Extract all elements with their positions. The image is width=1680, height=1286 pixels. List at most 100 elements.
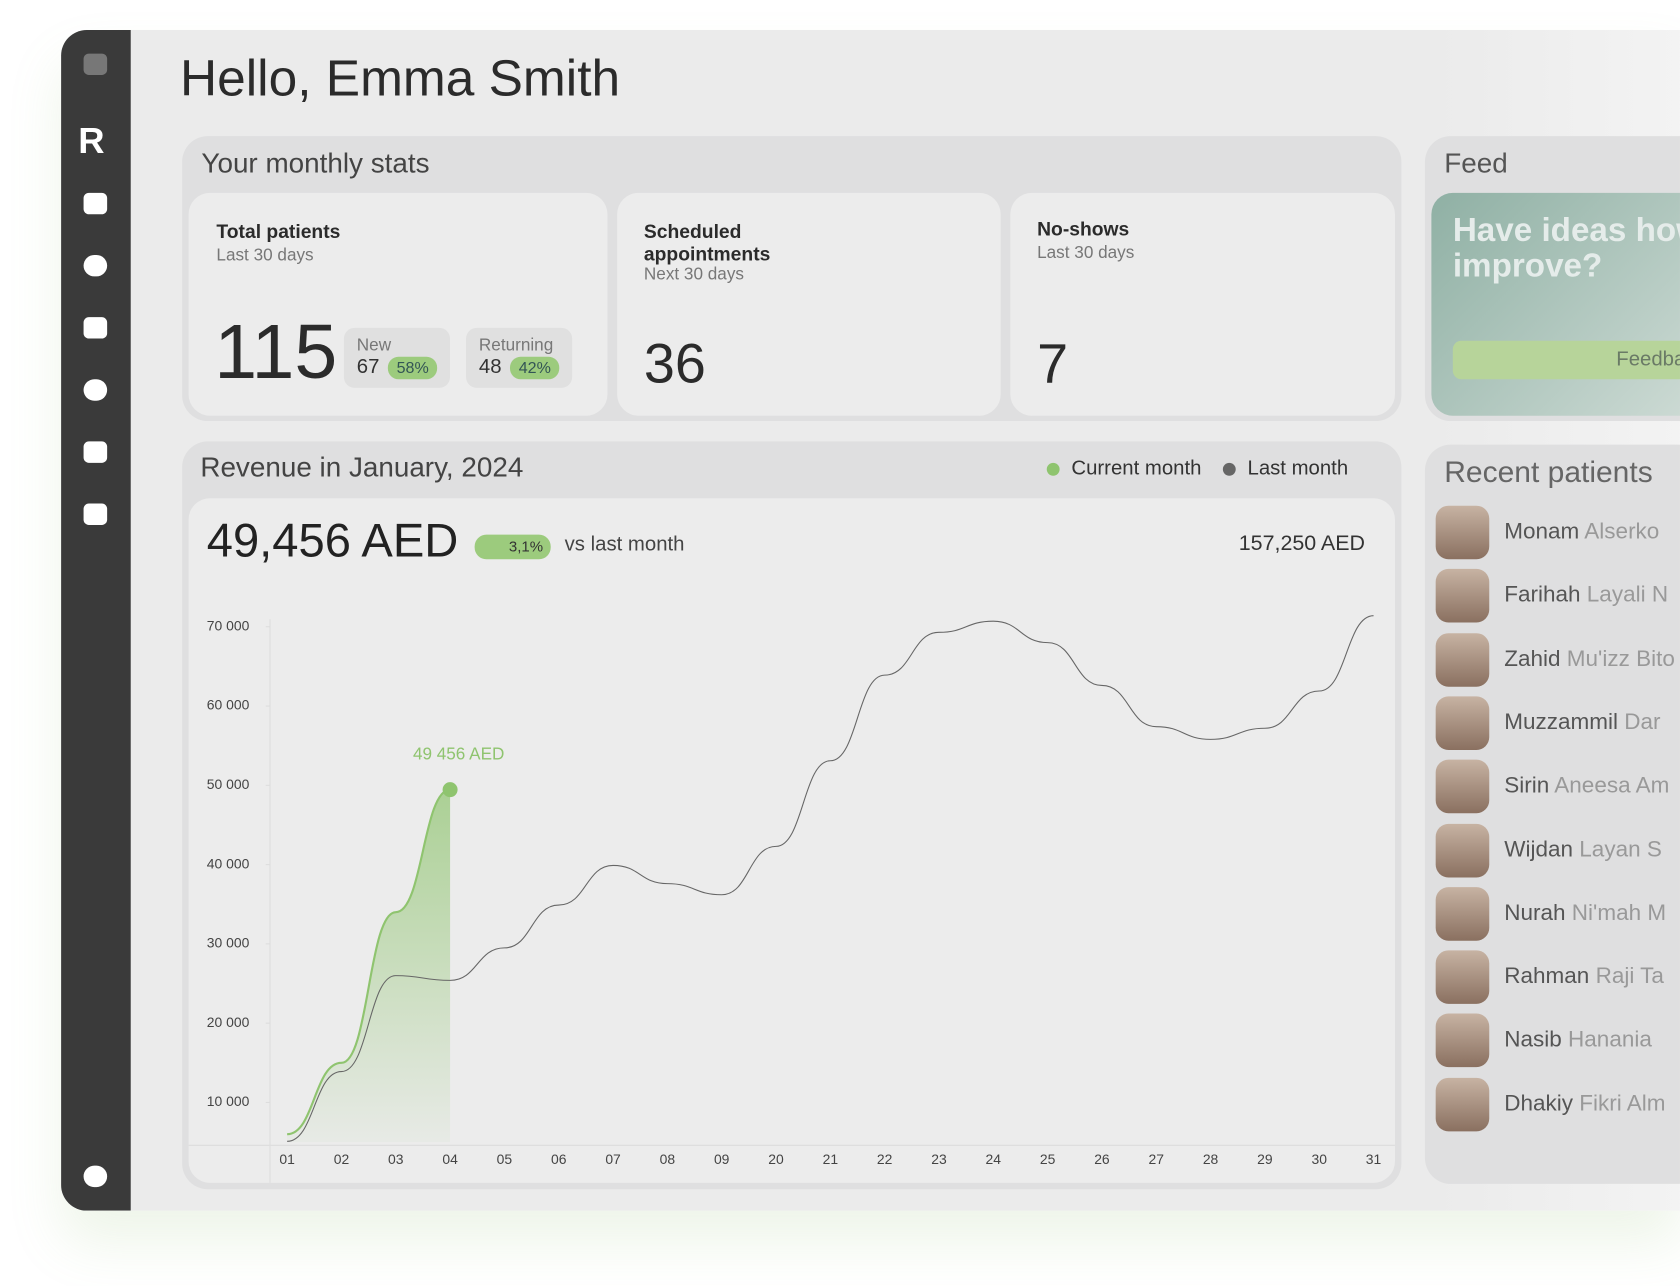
legend-label: Last month	[1248, 458, 1349, 480]
logo[interactable]: R	[78, 121, 105, 162]
last-name: Layan S	[1579, 836, 1662, 862]
last-name: Alserko	[1584, 519, 1660, 544]
avatar	[1435, 696, 1490, 750]
first-name: Nurah	[1504, 900, 1566, 925]
x-tick-label: 09	[714, 1151, 730, 1167]
stats-title: Your monthly stats	[201, 146, 430, 179]
feed-card: Have ideas how to improve? Feedback	[1431, 192, 1680, 416]
patients-title: Recent patients	[1444, 455, 1653, 489]
feed-title: Feed	[1444, 146, 1508, 179]
patient-row[interactable]: Monam Alserko	[1435, 505, 1680, 566]
patient-row[interactable]: Dhakiy Fikri Alm	[1435, 1077, 1680, 1137]
x-tick-label: 23	[931, 1151, 947, 1167]
card-title: No-shows	[1037, 218, 1130, 240]
first-name: Farihah	[1504, 582, 1581, 608]
last-name: Fikri Alm	[1579, 1090, 1666, 1116]
home-icon[interactable]	[83, 192, 108, 215]
share: 42%	[510, 356, 560, 380]
x-tick-label: 24	[986, 1151, 1002, 1167]
value: 67	[356, 355, 380, 379]
last-name: Layali N	[1586, 582, 1669, 608]
first-name: Muzzammil	[1504, 709, 1618, 735]
revenue-panel	[182, 441, 1402, 1190]
scheduled-card: Scheduled appointments Next 30 days 36	[617, 192, 1001, 416]
patient-row[interactable]: Rahman Raji Ta	[1435, 950, 1680, 1010]
first-name: Dhakiy	[1504, 1090, 1574, 1116]
avatar	[1435, 505, 1490, 560]
toggle-icon[interactable]	[83, 53, 108, 75]
avatar	[1435, 759, 1490, 814]
avatar	[1435, 1077, 1490, 1132]
avatar	[1435, 569, 1490, 623]
calendar-icon[interactable]	[83, 317, 108, 339]
first-name: Nasib	[1504, 1027, 1562, 1053]
group-icon[interactable]	[83, 379, 108, 401]
noshow-card: No-shows Last 30 days 7	[1010, 192, 1395, 416]
sidebar: R	[61, 29, 131, 1211]
last-name: Aneesa Am	[1554, 773, 1670, 798]
patients-panel: Recent patients Monam Alserko Farihah Lay…	[1424, 444, 1680, 1184]
wallet-icon[interactable]	[83, 441, 108, 463]
chart-title: Revenue in January, 2024	[200, 452, 523, 483]
card-title: Total patients	[216, 220, 341, 243]
feedback-button[interactable]: Feedback	[1452, 340, 1680, 380]
last-name: Ni'mah M	[1571, 900, 1667, 925]
y-tick-label: 40 000	[207, 855, 250, 871]
legend-swatch	[1046, 462, 1060, 476]
x-tick-label: 06	[551, 1151, 567, 1167]
avatar	[1435, 823, 1490, 877]
x-tick-label: 25	[1040, 1151, 1056, 1167]
user-icon[interactable]	[83, 254, 108, 277]
avatar	[1435, 632, 1490, 687]
stats-icon[interactable]	[83, 503, 108, 525]
first-name: Sirin	[1504, 773, 1550, 798]
change: 3,1%	[509, 538, 543, 555]
y-tick-label: 20 000	[207, 1014, 250, 1030]
patient-row[interactable]: Nasib Hanania	[1435, 1013, 1680, 1074]
y-tick-label: 70 000	[207, 617, 250, 633]
avatar	[1435, 1013, 1490, 1068]
returning-pill: Returning 48 42%	[466, 327, 573, 388]
x-tick-label: 20	[768, 1151, 784, 1167]
patient-row[interactable]: Nurah Ni'mah M	[1435, 886, 1680, 947]
settings-icon[interactable]	[83, 1165, 108, 1188]
patient-row[interactable]: Farihah Layali N	[1435, 569, 1680, 629]
x-tick-label: 03	[388, 1151, 404, 1167]
stats-panel: Your monthly stats Total patients Last 3…	[182, 136, 1402, 422]
legend-label: Current month	[1071, 458, 1201, 480]
line	[287, 615, 1374, 1142]
annotation: 49 456 AED	[413, 744, 504, 764]
patient-row[interactable]: Wijdan Layan S	[1435, 823, 1680, 883]
new-pill: New 67 58%	[343, 327, 451, 388]
y-tick-label: 60 000	[207, 697, 250, 713]
patient-row[interactable]: Sirin Aneesa Am	[1435, 759, 1680, 820]
card-title: Scheduled appointments	[643, 220, 771, 265]
x-tick-label: 28	[1203, 1151, 1219, 1167]
card-value: 115	[214, 309, 338, 396]
first-name: Monam	[1504, 519, 1580, 544]
line	[286, 788, 451, 1136]
x-tick-label: 05	[497, 1151, 513, 1167]
last-name: Hanania	[1568, 1027, 1652, 1053]
app: R Hello, Emma Smith Your monthly stats T…	[61, 29, 1680, 1211]
patient-row[interactable]: Muzzammil Dar	[1435, 696, 1680, 756]
last-name: Raji Ta	[1595, 963, 1664, 989]
card-period: Last 30 days	[1037, 244, 1135, 263]
greeting: Hello, Emma Smith	[179, 50, 621, 108]
x-tick-label: 29	[1257, 1151, 1273, 1167]
card-period: Last 30 days	[216, 246, 314, 265]
feed-panel: Feed Have ideas how to improve? Feedback	[1424, 136, 1680, 422]
x-tick-label: 27	[1149, 1151, 1165, 1167]
avatar	[1435, 886, 1490, 941]
label: Returning	[478, 336, 554, 355]
x-tick-label: 21	[823, 1151, 839, 1167]
x-tick-label: 02	[334, 1151, 350, 1167]
x-tick-label: 26	[1094, 1151, 1110, 1167]
x-tick-label: 08	[660, 1151, 676, 1167]
y-tick-label: 30 000	[207, 935, 250, 951]
first-name: Wijdan	[1504, 836, 1574, 862]
patient-row[interactable]: Zahid Mu'izz Bito	[1435, 632, 1680, 693]
area	[287, 789, 451, 1143]
